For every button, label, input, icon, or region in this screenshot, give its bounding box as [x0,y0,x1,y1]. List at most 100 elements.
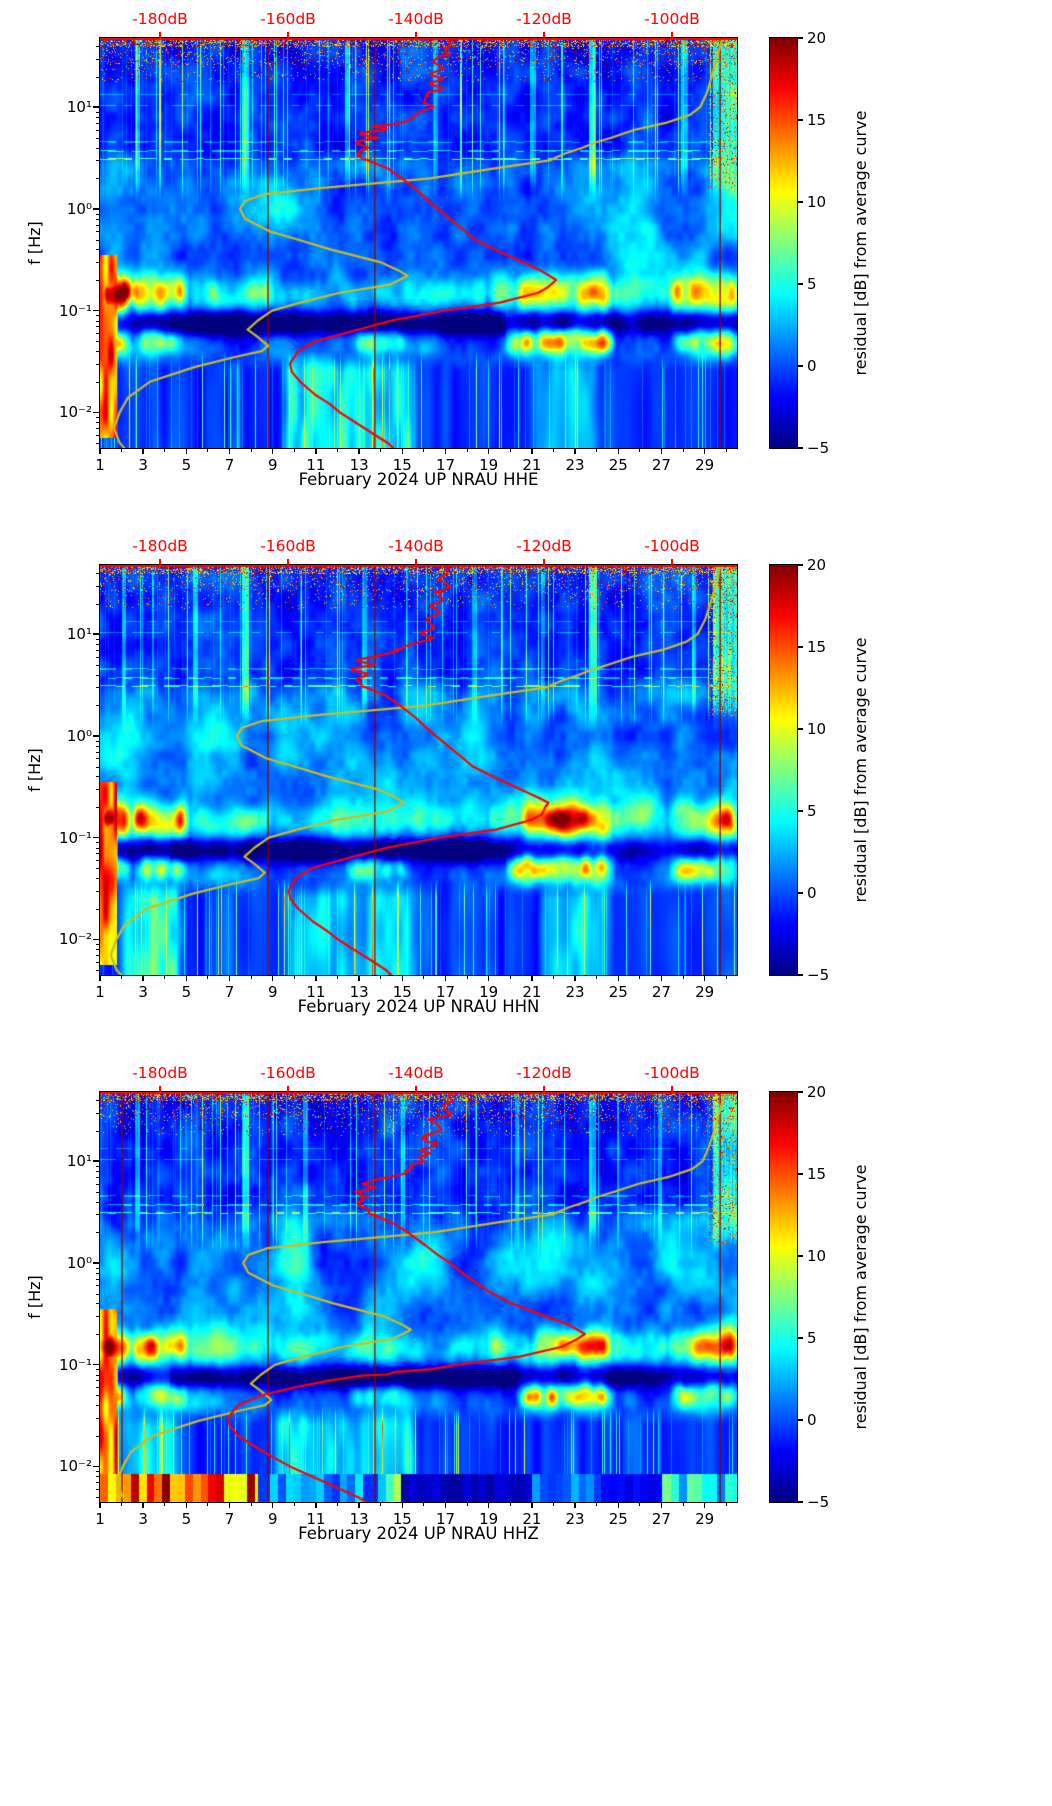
x-minor-tick [337,1502,339,1506]
y-minor-tick [96,1405,100,1407]
x-tick-label: 23 [565,456,585,474]
y-minor-tick [96,363,100,365]
y-minor-tick [96,1293,100,1295]
x-tick-label: 25 [608,1510,628,1528]
x-tick-label: 17 [435,983,456,1001]
x-minor-tick [639,975,641,979]
x-minor-tick [121,448,123,452]
colorbar-tick-label: 0 [807,884,817,902]
colorbar-tick-label: 0 [807,357,817,375]
spectrogram-canvas-hhe [100,38,737,448]
colorbar [769,37,798,449]
y-minor-tick [96,147,100,149]
y-minor-tick [96,1267,100,1269]
colorbar [769,564,798,976]
top-axis-tick-label: -180dB [132,537,188,555]
y-tick-label: 10¹ [66,1152,92,1171]
x-tick-label: 3 [138,1510,148,1528]
top-axis-tick [671,32,673,38]
y-minor-tick [96,1374,100,1376]
y-minor-tick [96,1369,100,1371]
x-minor-tick [596,448,598,452]
colorbar-tick-label: 15 [807,638,827,656]
top-axis-tick [415,559,417,565]
y-minor-tick [96,178,100,180]
y-tick-label: 10⁻² [58,403,92,422]
colorbar-tick-label: 10 [807,193,827,211]
y-minor-tick [96,1165,100,1167]
spectrogram-canvas-hhz [100,1092,737,1502]
y-tick-label: 10⁻¹ [58,1355,92,1374]
x-minor-tick [250,975,252,979]
y-minor-tick [96,1316,100,1318]
top-axis-tick [159,1086,161,1092]
x-tick-label: 17 [435,1510,456,1528]
y-minor-tick [96,687,100,689]
spectrogram-panel-hhe: f [Hz] February 2024 UP NRAU HHE residua… [0,0,1052,527]
y-minor-tick [96,351,100,353]
y-minor-tick [96,1130,100,1132]
x-tick-label: 1 [95,983,105,1001]
y-minor-tick [96,807,100,809]
plot-frame [99,1091,738,1503]
y-major-tick [93,208,100,210]
colorbar-tick [798,1337,803,1339]
colorbar-tick-label: 20 [807,556,827,574]
x-major-tick [660,1502,663,1508]
y-minor-tick [96,218,100,220]
spectrogram-panel-hhz: f [Hz] February 2024 UP NRAU HHZ residua… [0,1054,1052,1581]
top-axis-tick-label: -120dB [516,537,572,555]
colorbar-tick [798,119,803,121]
x-tick-label: 9 [267,983,278,1001]
x-minor-tick [639,448,641,452]
y-minor-tick [96,1171,100,1173]
colorbar-tick [798,283,803,285]
top-axis-tick-label: -140dB [388,537,444,555]
x-minor-tick [725,975,727,979]
y-minor-tick [96,1285,100,1287]
x-minor-tick [682,1502,684,1506]
top-axis-tick [543,32,545,38]
y-minor-tick [96,751,100,753]
x-minor-tick [337,448,339,452]
x-major-tick [272,1502,274,1508]
x-minor-tick [380,975,382,979]
x-major-tick [531,975,533,981]
x-major-tick [142,975,144,981]
x-major-tick [401,448,403,454]
x-minor-tick [639,1502,641,1506]
panel-title-hhz: February 2024 UP NRAU HHZ [298,1524,539,1543]
y-minor-tick [96,853,100,855]
x-minor-tick [423,1502,425,1506]
x-tick-label: 29 [695,983,715,1001]
y-minor-tick [96,1471,100,1473]
y-minor-tick [96,944,100,946]
x-minor-tick [250,1502,252,1506]
top-axis-tick [159,32,161,38]
y-minor-tick [96,111,100,113]
y-minor-tick [96,674,100,676]
y-minor-tick [96,160,100,162]
y-major-tick [93,633,100,635]
x-major-tick [185,1502,188,1508]
x-major-tick [228,1502,231,1508]
x-minor-tick [207,1502,209,1506]
y-minor-tick [96,1272,100,1274]
y-minor-tick [96,1488,100,1490]
y-minor-tick [96,649,100,651]
x-tick-label: 23 [565,983,585,1001]
colorbar-tick-label: 0 [807,1411,817,1429]
x-major-tick [487,448,490,454]
x-tick-label: 5 [181,1510,192,1528]
y-tick-label: 10¹ [66,98,92,117]
top-axis-tick-label: -100dB [644,537,700,555]
x-major-tick [574,975,576,981]
plot-frame [99,37,738,449]
x-major-tick [703,1502,706,1508]
x-major-tick [142,1502,144,1508]
x-minor-tick [682,975,684,979]
y-tick-label: 10¹ [66,625,92,644]
x-major-tick [228,975,231,981]
x-major-tick [444,448,447,454]
